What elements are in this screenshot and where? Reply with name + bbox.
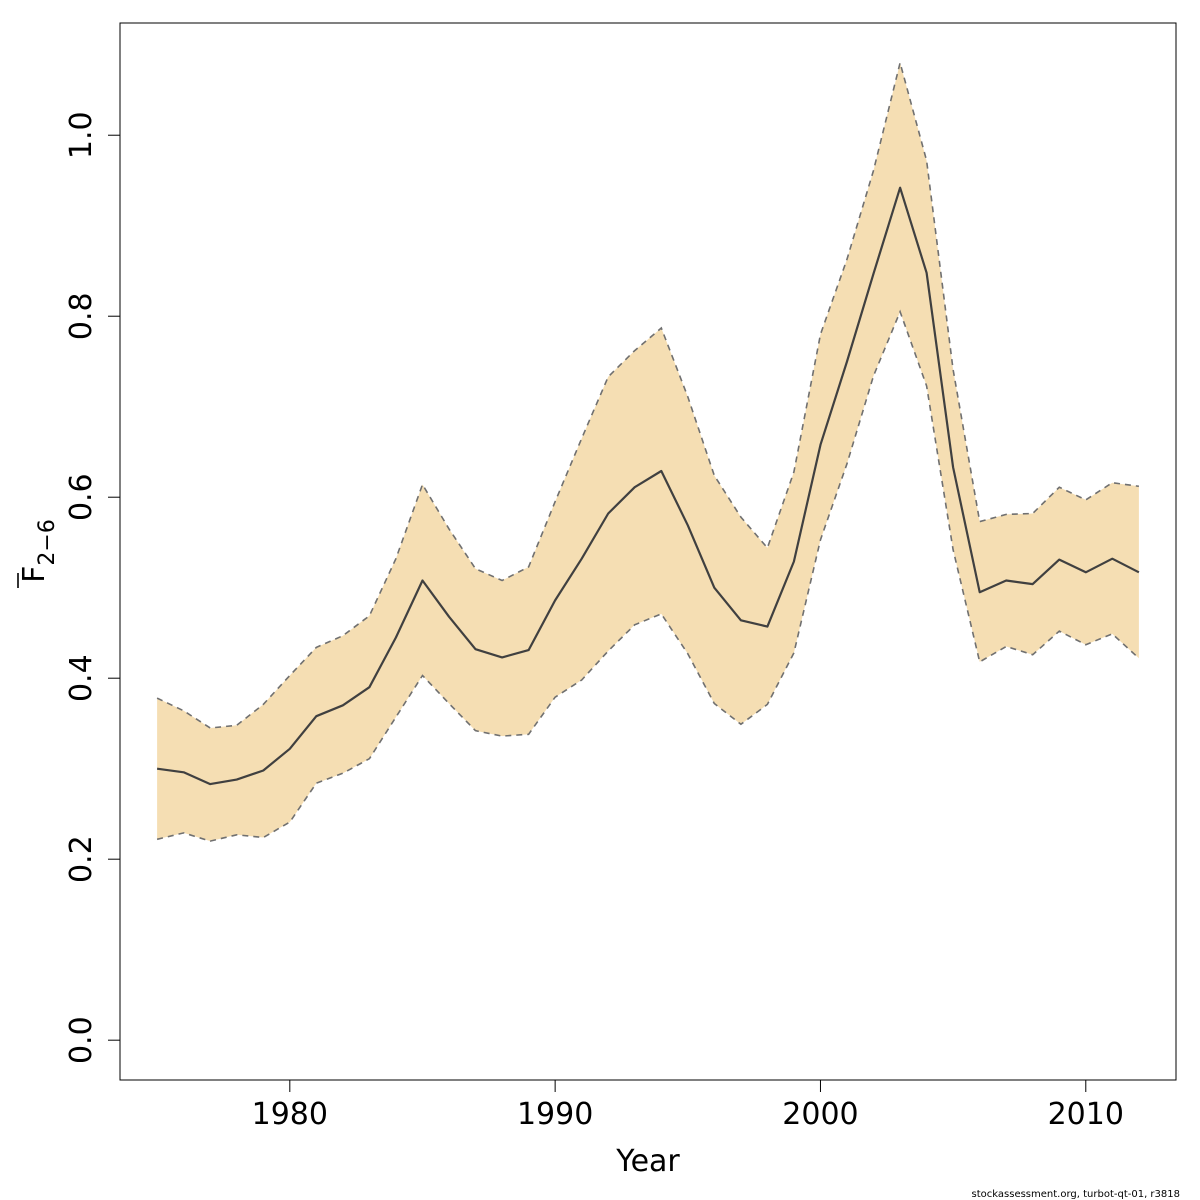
y-tick-label: 0.0 [64,1016,99,1064]
y-axis: 0.0 0.2 0.4 0.6 0.8 1.0 [64,111,121,1064]
x-axis-title: Year [615,1144,680,1179]
x-tick-label: 1990 [517,1097,593,1132]
y-tick-label: 0.2 [64,835,99,883]
svg-text:F2−6: F2−6 [17,519,60,583]
y-axis-title: F2−6 [17,519,60,588]
x-tick-label: 2010 [1048,1097,1124,1132]
lower-bound-line [156,309,1140,842]
plot-area [156,59,1140,842]
confidence-band [157,62,1139,842]
y-tick-label: 0.6 [64,473,99,521]
credit-text: stockassessment.org, turbot-qt-01, r3818 [972,1189,1180,1200]
x-tick-label: 1980 [252,1097,328,1132]
estimate-line [156,186,1140,786]
y-axis-title-main: F [17,566,52,583]
x-tick-label: 2000 [782,1097,858,1132]
y-tick-label: 0.8 [64,292,99,340]
y-tick-label: 0.4 [64,654,99,702]
x-axis: 1980 1990 2000 2010 [252,1079,1124,1132]
y-axis-title-subscript: 2−6 [35,519,60,565]
y-tick-label: 1.0 [64,111,99,159]
